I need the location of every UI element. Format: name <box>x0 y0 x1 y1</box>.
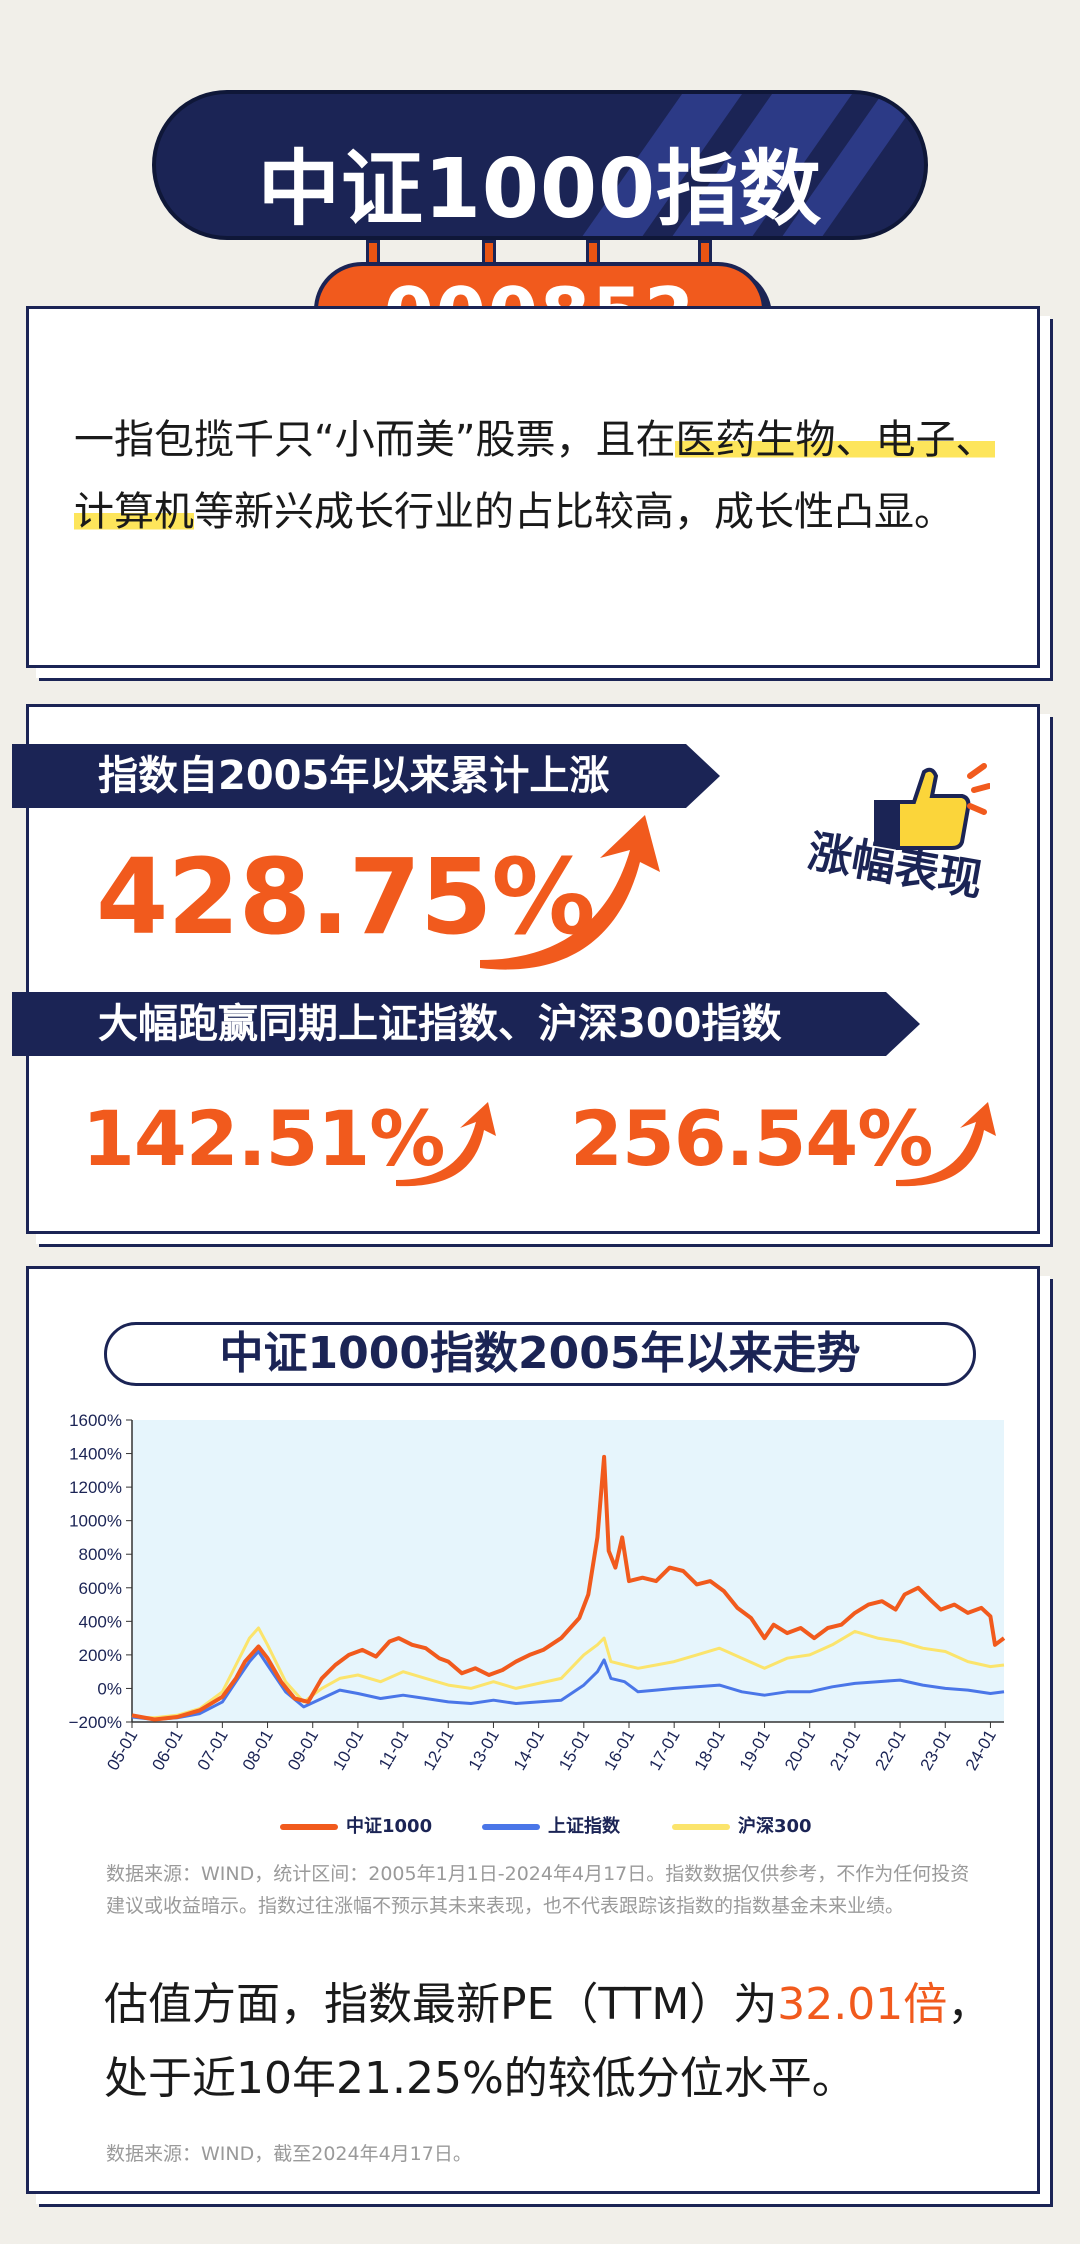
line-chart: 1600% 1400% 1200% 1000% 800% 600% 400% 200% 0% −2… <box>69 1411 1006 1774</box>
plot-background <box>132 1420 1004 1722</box>
y-tick-label: 400% <box>79 1612 122 1631</box>
x-tick-label: 08-01 <box>239 1727 277 1774</box>
series-line-1 <box>131 1650 1005 1721</box>
cumulative-value: 428.75% <box>96 836 596 958</box>
page-title: 中证1000指数 <box>257 142 823 237</box>
x-tick-label: 05-01 <box>103 1727 141 1774</box>
x-tick-label: 11-01 <box>375 1727 413 1773</box>
title-pill: 中证1000指数 <box>152 90 928 240</box>
chart-title: 中证1000指数2005年以来走势 <box>104 1322 976 1386</box>
valuation-part2: ，处于近10年21.25%的较低分位水平。 <box>104 1979 992 2104</box>
x-tick-label: 19-01 <box>736 1727 774 1774</box>
pe-value: 32.01倍 <box>777 1979 948 2030</box>
legend-swatch <box>482 1824 540 1830</box>
cumulative-banner: 指数自2005年以来累计上涨 <box>12 744 720 808</box>
x-tick-label: 24-01 <box>962 1727 1000 1774</box>
x-tick-label: 06-01 <box>148 1727 186 1774</box>
x-tick-label: 09-01 <box>284 1727 322 1774</box>
legend-item-csi1000: 中证1000 <box>280 1812 432 1838</box>
outperform-sse-value: 142.51% <box>82 1094 445 1183</box>
legend-swatch <box>672 1824 730 1830</box>
y-tick-label: −200% <box>69 1713 122 1732</box>
y-tick-label: 1400% <box>69 1445 122 1464</box>
x-tick-label: 22-01 <box>871 1727 909 1774</box>
y-tick-label: 1200% <box>69 1478 122 1497</box>
x-tick-label: 21-01 <box>826 1727 864 1774</box>
y-tick-label: 0% <box>97 1679 122 1698</box>
y-tick-label: 800% <box>79 1545 122 1564</box>
x-tick-label: 13-01 <box>465 1727 503 1774</box>
y-tick-label: 200% <box>79 1646 122 1665</box>
x-tick-label: 15-01 <box>555 1727 593 1774</box>
series-line-0 <box>131 1454 1006 1722</box>
x-tick-label: 23-01 <box>917 1727 955 1774</box>
x-tick-label: 07-01 <box>194 1727 232 1774</box>
intro-part1: 一指包揽千只“小而美”股票，且在 <box>74 417 676 463</box>
up-arrow-icon <box>896 1102 996 1187</box>
legend-label: 上证指数 <box>548 1816 620 1837</box>
thumbs-up-icon <box>870 762 992 852</box>
source-note-2: 数据来源：WIND，截至2024年4月17日。 <box>106 2143 472 2165</box>
y-tick-label: 600% <box>79 1579 122 1598</box>
series-line-2 <box>131 1626 1005 1720</box>
outperform-csi300-value: 256.54% <box>570 1094 933 1183</box>
up-arrow-icon <box>396 1102 496 1187</box>
legend-item-csi300: 沪深300 <box>672 1812 812 1838</box>
legend-label: 中证1000 <box>346 1816 433 1837</box>
source-note: 数据来源：WIND，统计区间：2005年1月1日-2024年4月17日。指数数据… <box>106 1863 970 1917</box>
intro-text: 一指包揽千只“小而美”股票，且在医药生物、电子、计算机等新兴成长行业的占比较高，… <box>74 404 1010 548</box>
y-tick-label: 1600% <box>69 1411 122 1430</box>
x-tick-label: 12-01 <box>420 1727 458 1774</box>
x-tick-label: 14-01 <box>510 1727 548 1774</box>
y-tick-label: 1000% <box>69 1512 122 1531</box>
legend-label: 沪深300 <box>738 1816 812 1837</box>
x-tick-label: 10-01 <box>329 1727 367 1774</box>
valuation-part1: 估值方面，指数最新PE（TTM）为 <box>104 1979 778 2030</box>
x-tick-label: 20-01 <box>781 1727 819 1774</box>
intro-part2: 等新兴成长行业的占比较高，成长性凸显。 <box>194 489 954 535</box>
valuation-text: 估值方面，指数最新PE（TTM）为32.01倍，处于近10年21.25%的较低分… <box>104 1968 1004 2116</box>
big-up-arrow-icon <box>480 815 660 970</box>
legend-swatch <box>280 1824 338 1830</box>
legend-item-sse: 上证指数 <box>482 1812 620 1838</box>
intro-card <box>26 306 1040 668</box>
x-tick-label: 16-01 <box>600 1727 638 1774</box>
outperform-banner: 大幅跑赢同期上证指数、沪深300指数 <box>12 992 920 1056</box>
x-tick-label: 17-01 <box>645 1727 683 1774</box>
x-tick-label: 18-01 <box>691 1727 729 1774</box>
